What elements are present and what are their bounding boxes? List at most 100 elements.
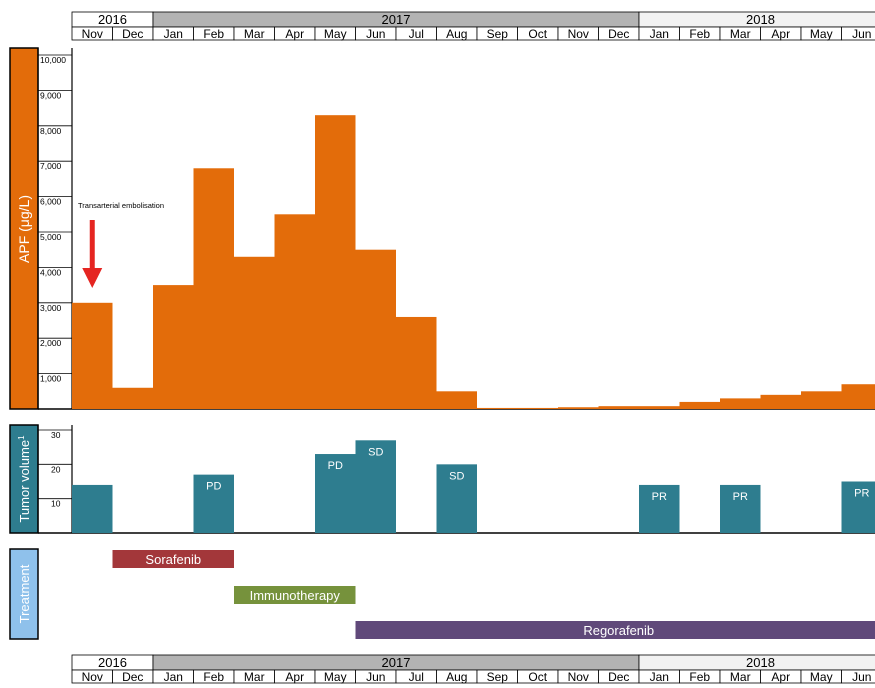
apf-bar [639, 406, 680, 409]
year-label: 2018 [746, 12, 775, 27]
tumor-ytick-label: 10 [51, 499, 61, 509]
tumor-ylabel: Tumor volume1 [17, 435, 32, 523]
treatment-panel: Treatment Sorafenib Immunotherapy Regorafen… [10, 549, 875, 639]
treatment-label: Treatment [17, 564, 32, 623]
month-label: Nov [568, 670, 589, 684]
tumor-bar-label: PR [854, 488, 869, 500]
month-label: Nov [568, 27, 589, 41]
tumor-ylabel-text: Tumor volume [17, 440, 32, 523]
apf-bar [842, 384, 875, 409]
month-label: Feb [689, 670, 710, 684]
tumor-bar-label: PR [652, 491, 667, 503]
month-label: May [810, 27, 833, 41]
apf-bar [801, 391, 842, 409]
apf-ytick-label: 4,000 [40, 267, 62, 277]
tumor-bar [72, 485, 113, 533]
month-label: Feb [203, 27, 224, 41]
apf-ytick-label: 8,000 [40, 126, 62, 136]
month-label: Mar [244, 670, 265, 684]
apf-bar [599, 406, 640, 409]
year-label: 2016 [98, 12, 127, 27]
month-label: Jun [366, 670, 385, 684]
year-label: 2018 [746, 655, 775, 670]
apf-ytick-label: 9,000 [40, 90, 62, 100]
month-label: Oct [528, 27, 547, 41]
tumor-ylabel-superscript: 1 [17, 435, 26, 440]
month-label: Oct [528, 670, 547, 684]
timeline-header-top: 2016 2017 2018 Nov Dec Jan Feb Mar Apr May Jun Jul A… [72, 12, 875, 41]
month-label: Apr [285, 670, 304, 684]
month-label: May [810, 670, 833, 684]
embolisation-arrow-shaft [90, 220, 95, 272]
apf-ytick-label: 6,000 [40, 197, 62, 207]
apf-ylabel: APF (μg/L) [16, 195, 32, 263]
apf-bar [518, 408, 559, 409]
treatment-name: Sorafenib [145, 552, 201, 567]
apf-bar [356, 250, 397, 409]
embolisation-arrow-head [82, 268, 102, 288]
month-label: Jun [852, 670, 871, 684]
tumor-bar-label: SD [449, 470, 464, 482]
apf-ytick-label: 2,000 [40, 338, 62, 348]
month-label: May [324, 27, 347, 41]
month-label: Jan [650, 27, 669, 41]
apf-bar [113, 388, 154, 409]
tumor-bar-label: PD [206, 481, 221, 493]
month-label: Apr [285, 27, 304, 41]
year-label: 2017 [382, 12, 411, 27]
month-label: Jun [366, 27, 385, 41]
month-label: Jan [164, 27, 183, 41]
apf-bar [275, 214, 316, 409]
treatment-name: Immunotherapy [250, 588, 341, 603]
month-label: Mar [730, 27, 751, 41]
embolisation-annotation: Transarterial embolisation [78, 201, 164, 210]
apf-bar [761, 395, 802, 409]
tumor-bar-label: SD [368, 446, 383, 458]
apf-bar [396, 317, 437, 409]
apf-ytick-label: 1,000 [40, 374, 62, 384]
apf-ytick-label: 3,000 [40, 303, 62, 313]
apf-bar [72, 303, 113, 409]
month-label: Jun [852, 27, 871, 41]
apf-bar [153, 285, 194, 409]
month-label: Aug [446, 27, 467, 41]
apf-ytick-label: 5,000 [40, 232, 62, 242]
tumor-ytick-label: 30 [51, 430, 61, 440]
month-label: Dec [608, 670, 629, 684]
month-label: Jan [650, 670, 669, 684]
month-label: Jul [409, 27, 424, 41]
apf-panel: APF (μg/L) 1,000 2,000 3,000 4,000 5,000 6,000… [10, 48, 875, 409]
tumor-bar-label: PR [733, 491, 748, 503]
month-label: Nov [82, 27, 103, 41]
month-label: Apr [771, 670, 790, 684]
month-label: Sep [487, 670, 509, 684]
apf-bar [558, 407, 599, 409]
month-label: Jan [164, 670, 183, 684]
apf-bar [234, 257, 275, 409]
month-label: Dec [122, 27, 143, 41]
tumor-ytick-label: 20 [51, 464, 61, 474]
month-label: Sep [487, 27, 509, 41]
month-label: Apr [771, 27, 790, 41]
year-label: 2017 [382, 655, 411, 670]
month-label: Mar [244, 27, 265, 41]
apf-bar [680, 402, 721, 409]
apf-bar [477, 408, 518, 409]
apf-bar [194, 168, 235, 409]
month-label: Dec [122, 670, 143, 684]
apf-ytick-label: 10,000 [40, 55, 66, 65]
timeline-header-bottom: 2016 2017 2018 Nov Dec Jan Feb Mar Apr May Jun Jul A… [72, 655, 875, 684]
year-label: 2016 [98, 655, 127, 670]
month-label: Jul [409, 670, 424, 684]
month-label: May [324, 670, 347, 684]
month-label: Dec [608, 27, 629, 41]
apf-ytick-label: 7,000 [40, 161, 62, 171]
treatment-name: Regorafenib [583, 623, 654, 638]
tumor-bar-label: PD [328, 460, 343, 472]
apf-bar [720, 398, 761, 409]
apf-bar [315, 115, 356, 409]
month-label: Nov [82, 670, 103, 684]
tumor-panel: Tumor volume1 10 20 30 PD PD SD SD PR PR PR [10, 425, 875, 533]
apf-bar [437, 391, 478, 409]
